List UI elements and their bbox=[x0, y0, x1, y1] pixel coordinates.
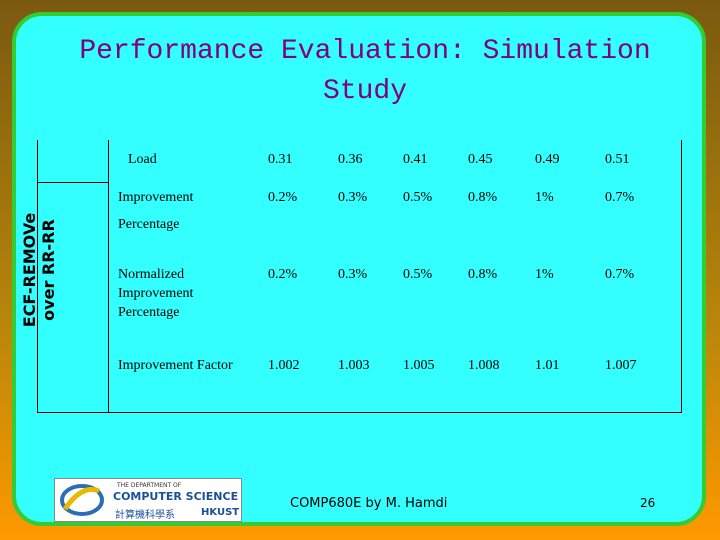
table-frame bbox=[37, 140, 682, 413]
row-label: Percentage bbox=[118, 305, 180, 320]
header-cell: 0.41 bbox=[403, 152, 428, 167]
row-label: Improvement Factor bbox=[118, 358, 233, 373]
row-label: Normalized bbox=[118, 267, 185, 282]
row-label: Improvement bbox=[118, 286, 194, 301]
row-label: Improvement bbox=[118, 190, 194, 205]
table-cell: 0.3% bbox=[338, 190, 368, 205]
header-cell: 0.49 bbox=[535, 152, 560, 167]
table-cell: 1.008 bbox=[468, 358, 500, 373]
rule bbox=[108, 140, 109, 412]
row-label: Percentage bbox=[118, 217, 180, 232]
table-cell: 0.7% bbox=[605, 267, 635, 282]
header-cell: 0.36 bbox=[338, 152, 363, 167]
title: Performance Evaluation: Simulation Study bbox=[79, 36, 651, 107]
page-number: 26 bbox=[640, 496, 656, 510]
table-cell: 1.01 bbox=[535, 358, 560, 373]
table-cell: 0.8% bbox=[468, 267, 498, 282]
table-cell: 1% bbox=[535, 267, 554, 282]
table-cell: 0.3% bbox=[338, 267, 368, 282]
header-cell: 0.51 bbox=[605, 152, 630, 167]
logo-top: THE DEPARTMENT OF bbox=[117, 482, 182, 489]
logo-school: HKUST bbox=[201, 507, 240, 518]
table-cell: 0.8% bbox=[468, 190, 498, 205]
table-cell: 1% bbox=[535, 190, 554, 205]
table-cell: 0.7% bbox=[605, 190, 635, 205]
side-line: ECF-REMOVe bbox=[20, 212, 39, 328]
side-label: ECF-REMOVe over RR-RR bbox=[20, 170, 58, 370]
table-cell: 0.5% bbox=[403, 267, 433, 282]
rule bbox=[37, 182, 108, 183]
header-cell: 0.45 bbox=[468, 152, 493, 167]
table-cell: 0.2% bbox=[268, 267, 298, 282]
table-cell: 0.2% bbox=[268, 190, 298, 205]
table-cell: 1.005 bbox=[403, 358, 435, 373]
header-cell: Load bbox=[128, 152, 157, 167]
header-cell: 0.31 bbox=[268, 152, 293, 167]
footer: COMP680E by M. Hamdi bbox=[290, 496, 448, 511]
logo-chinese: 計算機科學系 bbox=[115, 510, 175, 521]
table-cell: 1.003 bbox=[338, 358, 370, 373]
logo-icon bbox=[60, 484, 104, 516]
table-cell: 1.002 bbox=[268, 358, 300, 373]
side-line: over RR-RR bbox=[39, 219, 58, 321]
logo-name: COMPUTER SCIENCE bbox=[113, 490, 239, 503]
panel bbox=[12, 12, 706, 526]
logo: THE DEPARTMENT OF COMPUTER SCIENCE 計算機科學… bbox=[54, 478, 242, 522]
table-cell: 1.007 bbox=[605, 358, 637, 373]
table-cell: 0.5% bbox=[403, 190, 433, 205]
